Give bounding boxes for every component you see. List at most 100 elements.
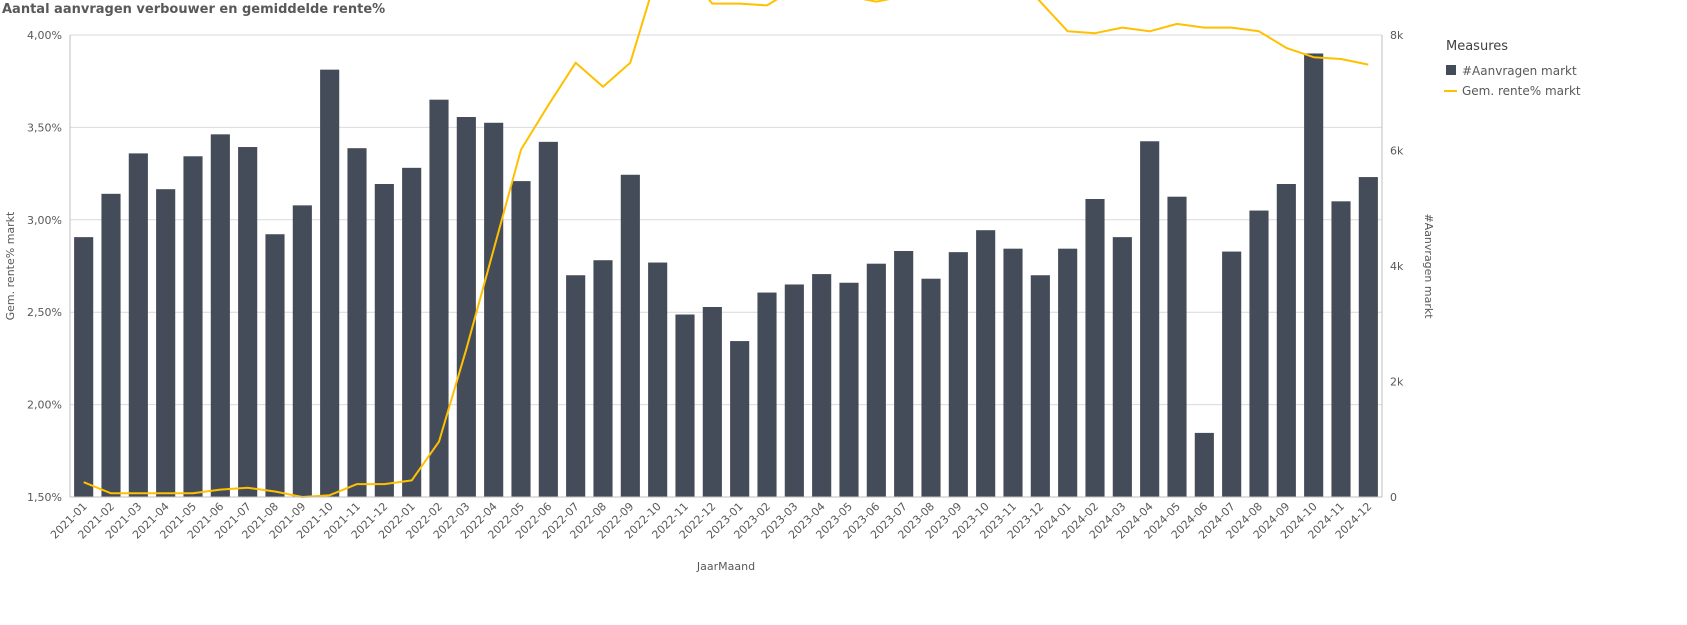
bar-2024-04[interactable] <box>1140 141 1160 497</box>
rente-point-2021-08[interactable] <box>273 489 277 493</box>
bar-2023-09[interactable] <box>948 252 968 497</box>
bar-2022-10[interactable] <box>648 262 668 497</box>
legend-title: Measures <box>1446 39 1508 54</box>
right-tick-label: 2k <box>1390 376 1404 389</box>
left-axis-ticks: 1,50% 2,00% 2,50% 3,00% 3,50% 4,00% <box>27 29 62 504</box>
rente-point-2024-10[interactable] <box>1312 55 1316 59</box>
bar-2023-04[interactable] <box>812 274 832 497</box>
rente-point-2021-12[interactable] <box>382 482 386 486</box>
bar-2024-03[interactable] <box>1112 237 1132 497</box>
bar-2023-08[interactable] <box>921 278 941 497</box>
x-axis-title: JaarMaand <box>696 560 755 573</box>
bar-2022-06[interactable] <box>538 141 558 497</box>
bar-2021-12[interactable] <box>374 183 394 497</box>
bar-2024-12[interactable] <box>1358 177 1378 497</box>
rente-point-2022-04[interactable] <box>492 247 496 251</box>
rente-point-2024-06[interactable] <box>1202 26 1206 30</box>
bar-2021-02[interactable] <box>101 193 121 497</box>
rente-point-2022-02[interactable] <box>437 440 441 444</box>
rente-point-2022-07[interactable] <box>574 61 578 65</box>
left-tick-label: 1,50% <box>27 491 62 504</box>
rente-line[interactable] <box>83 0 1369 498</box>
bar-2021-08[interactable] <box>265 234 285 498</box>
bar-2022-07[interactable] <box>566 275 586 497</box>
rente-point-2021-07[interactable] <box>246 486 250 490</box>
bar-2024-10[interactable] <box>1304 53 1324 497</box>
bar-2023-01[interactable] <box>730 341 750 497</box>
rente-point-2022-01[interactable] <box>410 478 414 482</box>
rente-point-2024-09[interactable] <box>1284 46 1288 50</box>
rente-point-2024-08[interactable] <box>1257 29 1261 33</box>
left-tick-label: 3,50% <box>27 121 62 134</box>
bar-2024-09[interactable] <box>1276 183 1296 497</box>
right-axis-ticks: 0 2k 4k 6k 8k <box>1390 29 1404 504</box>
rente-point-2024-03[interactable] <box>1120 26 1124 30</box>
rente-point-2022-03[interactable] <box>464 347 468 351</box>
rente-point-2024-01[interactable] <box>1066 29 1070 33</box>
bar-2022-09[interactable] <box>620 174 640 497</box>
rente-point-2024-12[interactable] <box>1366 63 1370 67</box>
bar-2022-12[interactable] <box>702 307 722 497</box>
rente-point-2024-07[interactable] <box>1230 26 1234 30</box>
bar-2023-10[interactable] <box>976 230 996 497</box>
bar-2021-05[interactable] <box>183 156 203 497</box>
rente-point-2022-05[interactable] <box>519 148 523 152</box>
bar-2022-03[interactable] <box>456 117 476 497</box>
legend-entry-line[interactable]: Gem. rente% markt <box>1462 84 1581 98</box>
rente-point-2021-05[interactable] <box>191 491 195 495</box>
rente-point-2024-05[interactable] <box>1175 22 1179 26</box>
bar-2021-04[interactable] <box>156 189 176 497</box>
bar-2023-12[interactable] <box>1030 275 1050 497</box>
rente-point-2021-04[interactable] <box>164 491 168 495</box>
legend-entry-bars[interactable]: #Aanvragen markt <box>1462 64 1577 78</box>
bar-2024-07[interactable] <box>1222 251 1242 497</box>
bar-2024-02[interactable] <box>1085 199 1105 497</box>
bar-2023-07[interactable] <box>894 250 914 497</box>
rente-point-2021-01[interactable] <box>82 480 86 484</box>
bar-2022-02[interactable] <box>429 99 449 498</box>
right-tick-label: 4k <box>1390 260 1404 273</box>
bar-2024-06[interactable] <box>1194 432 1214 497</box>
rente-point-2021-06[interactable] <box>218 488 222 492</box>
rente-point-2021-11[interactable] <box>355 482 359 486</box>
bar-2021-07[interactable] <box>238 147 258 497</box>
bar-2023-02[interactable] <box>757 292 777 497</box>
bar-2021-10[interactable] <box>320 69 340 498</box>
bar-2022-08[interactable] <box>593 260 613 497</box>
legend: Measures #Aanvragen markt Gem. rente% ma… <box>1444 39 1581 98</box>
bar-2022-05[interactable] <box>511 181 531 498</box>
bar-2022-04[interactable] <box>484 122 504 497</box>
rente-point-2024-04[interactable] <box>1148 29 1152 33</box>
bar-2021-06[interactable] <box>210 134 230 497</box>
bar-2024-01[interactable] <box>1058 248 1078 497</box>
bar-2023-05[interactable] <box>839 282 859 497</box>
bar-2022-01[interactable] <box>402 167 422 497</box>
left-tick-label: 2,50% <box>27 306 62 319</box>
rente-point-2022-09[interactable] <box>628 61 632 65</box>
right-axis-title: #Aanvragen markt <box>1422 213 1435 319</box>
bar-2022-11[interactable] <box>675 314 695 497</box>
bar-2024-08[interactable] <box>1249 210 1269 497</box>
bar-2021-09[interactable] <box>292 205 312 498</box>
rente-point-2022-12[interactable] <box>710 2 714 6</box>
rente-point-2021-02[interactable] <box>109 491 113 495</box>
bar-2021-01[interactable] <box>74 237 94 497</box>
right-tick-label: 8k <box>1390 29 1404 42</box>
bar-2021-11[interactable] <box>347 148 367 497</box>
rente-point-2024-11[interactable] <box>1339 57 1343 61</box>
rente-point-2021-03[interactable] <box>136 491 140 495</box>
bar-2023-06[interactable] <box>866 263 886 497</box>
rente-point-2024-02[interactable] <box>1093 31 1097 35</box>
rente-point-2023-02[interactable] <box>765 3 769 7</box>
bar-2024-11[interactable] <box>1331 201 1351 497</box>
left-tick-label: 3,00% <box>27 214 62 227</box>
rente-point-2022-08[interactable] <box>601 85 605 89</box>
bar-2021-03[interactable] <box>128 153 148 497</box>
bar-2023-03[interactable] <box>784 284 804 497</box>
rente-point-2022-06[interactable] <box>546 103 550 107</box>
rente-point-2023-01[interactable] <box>738 2 742 6</box>
bar-2023-11[interactable] <box>1003 248 1023 497</box>
rente-point-2023-06[interactable] <box>874 0 878 4</box>
left-tick-label: 4,00% <box>27 29 62 42</box>
bar-2024-05[interactable] <box>1167 196 1187 497</box>
